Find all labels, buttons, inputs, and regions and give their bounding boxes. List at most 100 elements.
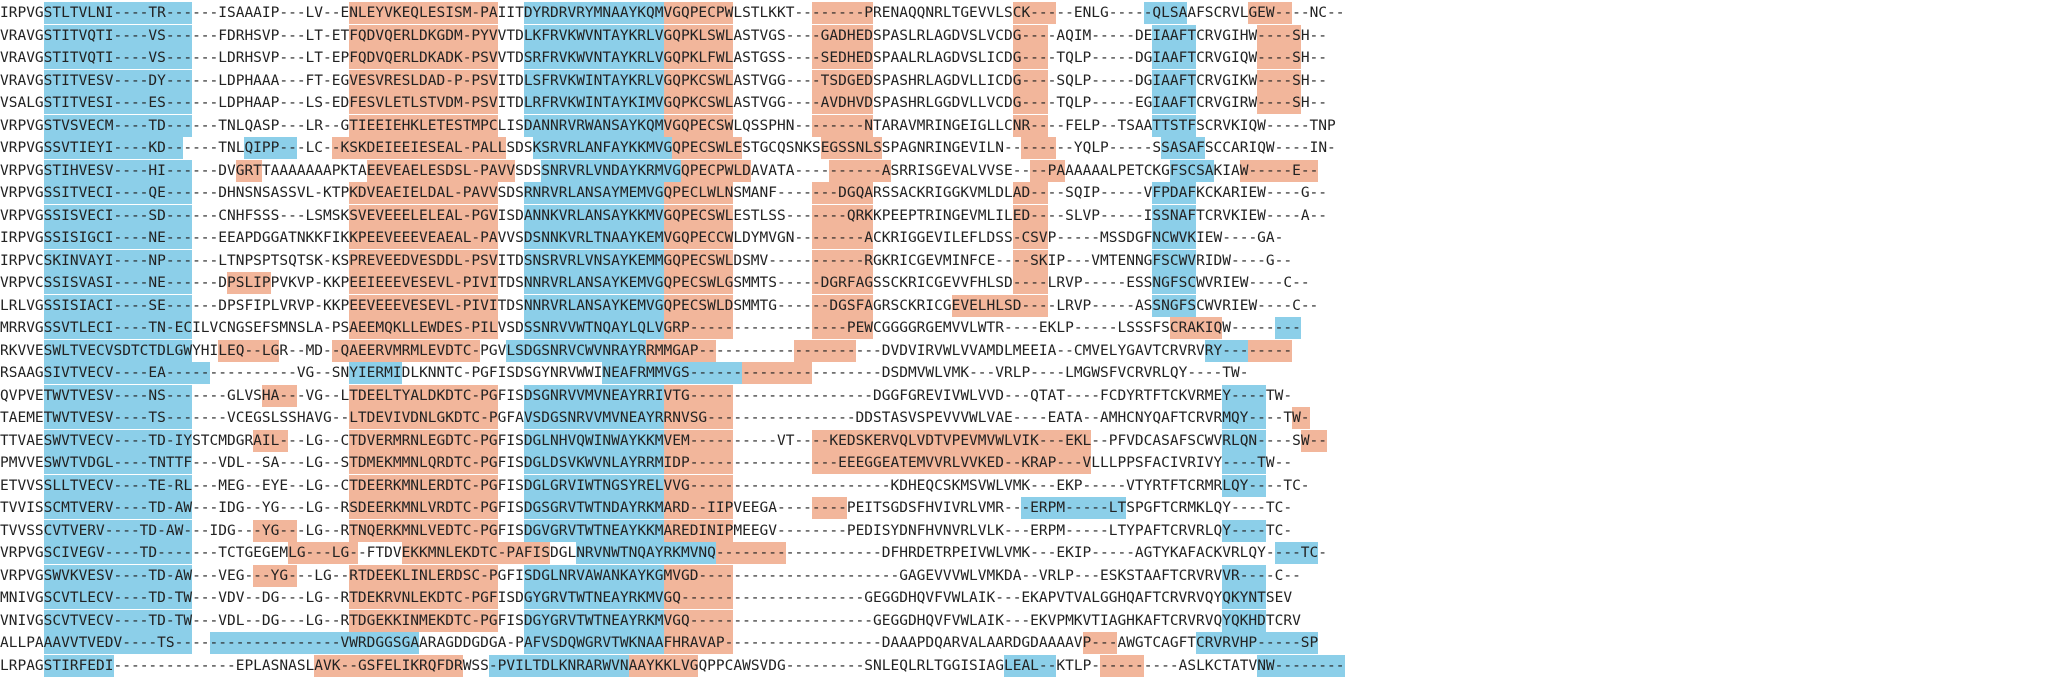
strand-segment: ------P	[811, 2, 874, 24]
coil-segment: PEITSGDSFHVIVRLVMR--	[846, 500, 1022, 516]
strand-segment: GQPKLSWL	[663, 24, 734, 47]
helix-segment: SKINVAYI----NP---	[43, 249, 193, 272]
strand-segment: TDGEKKINMEKDTC-PG	[349, 609, 498, 632]
strand-segment: CRAKIQ	[1169, 317, 1223, 339]
coil-segment: VRAVG	[0, 72, 44, 89]
coil-segment: --NC--	[1292, 5, 1345, 21]
coil-segment: AAAAALPETCKG	[1065, 162, 1170, 179]
helix-segment: DSNNKVRLTNAAYKEM	[523, 227, 664, 249]
strand-segment: G---	[1012, 69, 1048, 92]
helix-segment: DGYGRVTWTNEAYRKM	[523, 609, 664, 632]
coil-segment: LRVP-----ESS	[1047, 275, 1153, 291]
helix-segment: SNSRVRLVNSAYKEMM	[523, 249, 664, 272]
coil-segment: KCKARIEW----G--	[1196, 185, 1328, 201]
helix-segment: LEAL--	[1003, 654, 1057, 677]
strand-segment: FQDVQERLDKADK-PSV	[349, 47, 498, 69]
strand-segment: TDMEKMMNLQRDTC-PG	[349, 452, 498, 474]
strand-segment: -----	[1248, 339, 1293, 362]
coil-segment: SPAALRLAGDVSLICD	[873, 50, 1013, 66]
alignment-row: RKVVESWLTVECVSDTCTDLGWYHILEQ--LGR--MD--Q…	[0, 339, 1293, 362]
helix-segment: SSNRVVWTNQAYLQLV	[523, 317, 664, 339]
helix-segment: STITVESV----DY---	[43, 69, 193, 92]
coil-segment: ---DHNSNSASSVL-KTP	[192, 185, 350, 201]
coil-segment: LRPAG	[0, 657, 44, 674]
coil-segment: IEW----GA-	[1196, 230, 1284, 246]
helix-segment: FPDAF	[1152, 182, 1197, 204]
alignment-row: VRPVGSTIHVESV----HI------DVGRTTAAAAAAAPK…	[0, 159, 1319, 182]
coil-segment: TDS	[497, 275, 524, 291]
coil-segment: -FTDV	[357, 545, 402, 561]
coil-segment: ASTVGS---	[733, 27, 812, 44]
strand-segment: PREVEEDVESDDL-PSV	[349, 249, 498, 272]
helix-segment: LSFRVKWINTAYKRLV	[523, 69, 664, 92]
strand-segment: EVELHLSD---	[951, 294, 1048, 317]
helix-segment: STIRFEDI	[43, 654, 114, 677]
helix-segment: SNRVRLVNDAYKRMVG	[541, 159, 681, 182]
helix-segment: SWVKVESV----TD-AW	[43, 564, 193, 587]
coil-segment: -VG--L	[296, 387, 350, 404]
coil-segment: RSAAG	[0, 365, 44, 381]
strand-segment: IDP-----	[663, 452, 734, 474]
strand-segment: -AVDHVD	[811, 92, 874, 114]
coil-segment: --YQLP-----S	[1056, 140, 1162, 156]
coil-segment: ----ASLKCTATV	[1143, 657, 1258, 674]
coil-segment: VRPVG	[0, 117, 44, 134]
helix-segment: MQY--	[1222, 407, 1266, 429]
strand-segment: MVGD----	[663, 564, 734, 587]
coil-segment: --SQIP-----V	[1047, 185, 1153, 201]
strand-segment: ----S	[1257, 92, 1301, 114]
coil-segment: AFSCRVL	[1187, 5, 1249, 21]
coil-segment: MNIVG	[0, 590, 44, 606]
coil-segment: ARAGDDGDGA-P	[419, 635, 524, 651]
coil-segment: CGGGGRGEMVVLWTR----EKLP-----LSSSFS	[873, 320, 1170, 336]
helix-segment: DYRDRVRYMNAAYKQM	[523, 2, 664, 24]
helix-segment: IAAFT	[1152, 92, 1197, 114]
strand-segment: TDEELTYALDKDTC-PG	[349, 384, 498, 407]
strand-segment: FESVLETLSTVDM-PSV	[349, 92, 498, 114]
strand-segment: EKKMNLEKDTC-PAFIS	[401, 542, 550, 564]
strand-segment: RNVSG---	[663, 407, 734, 429]
coil-segment: AVATA----	[750, 162, 830, 179]
coil-segment: SDS	[497, 185, 524, 201]
coil-segment: ---DV	[192, 162, 236, 179]
coil-segment: LSTLKKT--	[733, 5, 812, 21]
helix-segment: -ERPM--	[1021, 497, 1083, 519]
coil-segment: ETVVS	[0, 477, 44, 494]
helix-segment: TWVTVESV----NS---	[43, 384, 193, 407]
helix-segment: AAVVTVEDV----TS--	[43, 632, 193, 654]
strand-segment: FQDVQERLDKGDM-PYV	[349, 24, 498, 47]
helix-segment: KSRVRLANFAYKKMVG	[532, 137, 673, 159]
strand-segment: AD--	[1012, 182, 1048, 204]
coil-segment: VRPVG	[0, 207, 44, 224]
coil-segment: SEV	[1265, 590, 1293, 606]
coil-segment: STGCQSNKS	[742, 140, 821, 156]
coil-segment: PMVVE	[0, 455, 44, 471]
strand-segment: --PA	[1030, 159, 1066, 182]
alignment-row: VRPVGSWVKVESV----TD-AW---VEG---YG---LG--…	[0, 564, 1301, 587]
helix-segment: AFVSDQWGRVTWKNAA	[523, 632, 664, 654]
coil-segment: VRPVG	[0, 567, 44, 584]
helix-segment: IAAFT	[1152, 47, 1197, 69]
coil-segment: TW-	[1265, 387, 1293, 404]
helix-segment: SLLTVECV----TE-RL	[43, 474, 193, 497]
alignment-row: VRAVGSTITVESV----DY------LDPHAAA---FT-EG…	[0, 69, 1327, 92]
coil-segment: KIA	[1213, 162, 1240, 179]
helix-segment: DANNRVRWANSAYKQM	[523, 114, 664, 137]
coil-segment: GFI	[497, 567, 524, 584]
coil-segment: SPAGNRINGEVILN--	[881, 140, 1022, 156]
coil-segment: H--	[1300, 50, 1328, 66]
helix-segment: QKYNT	[1222, 587, 1266, 609]
helix-segment: SDGLNRVAWANKAYKG	[523, 564, 664, 587]
helix-segment: RNRVRLANSAYMEMVG	[523, 182, 664, 204]
strand-segment: EEIEEEVESEVL-PIVI	[349, 272, 498, 294]
helix-segment: NW--------	[1257, 654, 1345, 677]
strand-segment: --------	[742, 362, 812, 384]
alignment-row: ALLPAAAVVTVEDV----TS-------------------V…	[0, 632, 1319, 654]
coil-segment: --T	[1265, 410, 1293, 426]
alignment-row: VRPVCSSISVASI----NE------DPSLIPPVKVP-KKP…	[0, 272, 1310, 294]
strand-segment: -QAEERVMRMLEVDTC-	[331, 339, 481, 362]
coil-segment: TARAVMRINGEIGLLC	[873, 117, 1013, 134]
coil-segment: --------------DDSTASVSPEVVVWLVAE----EATA…	[733, 410, 1223, 426]
coil-segment: FIS	[497, 432, 524, 449]
strand-segment: -------	[794, 339, 856, 362]
